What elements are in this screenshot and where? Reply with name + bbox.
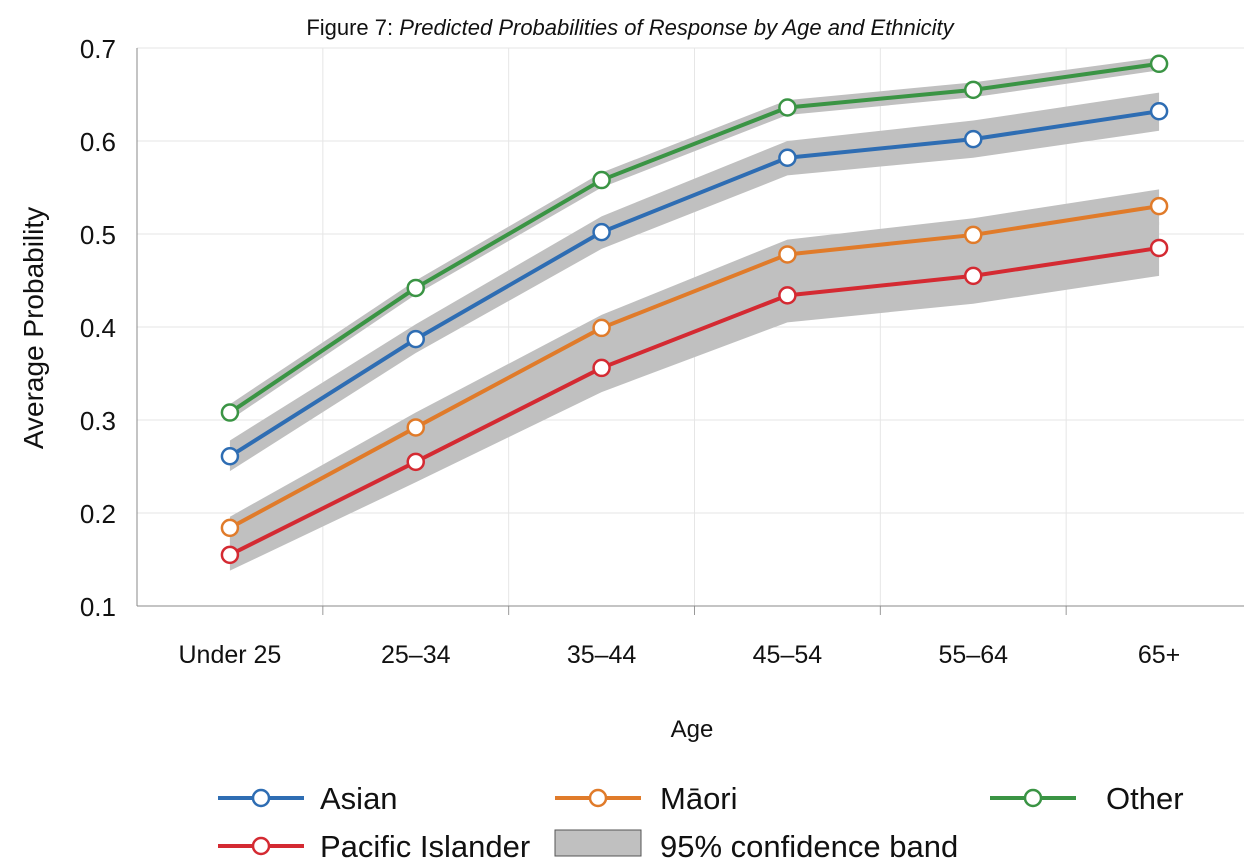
data-point-m-ori [964, 225, 983, 245]
x-axis-title: Age [671, 716, 714, 743]
series-lines [228, 61, 1160, 557]
series-line-asian [228, 109, 1160, 458]
x-tick-label: 25–34 [381, 641, 451, 669]
data-point-pacific-islander [592, 358, 611, 378]
legend-label-confidence-band: 95% confidence band [660, 829, 958, 864]
data-point-other [1149, 54, 1169, 74]
data-point-m-ori [406, 418, 425, 437]
series-points [220, 54, 1169, 565]
y-axis-title: Average Probability [18, 207, 49, 449]
legend-label-asian: Asian [320, 781, 398, 816]
data-point-asian [220, 447, 240, 466]
confidence-band-asian [229, 92, 1160, 472]
confidence-band-pacific-islander [229, 221, 1160, 571]
confidence-band-m-ori [229, 189, 1160, 548]
y-tick-label: 0.1 [80, 592, 116, 622]
data-point-m-ori [778, 245, 797, 264]
data-point-m-ori [220, 518, 240, 538]
data-point-pacific-islander [1149, 238, 1169, 258]
series-line-m-ori [228, 204, 1160, 530]
data-point-asian [778, 148, 797, 167]
legend-marker-pacific-islander [251, 836, 271, 856]
x-tick-label: 45–54 [753, 641, 823, 669]
data-point-pacific-islander [406, 452, 425, 472]
data-point-other [592, 170, 611, 190]
series-line-pacific-islander [229, 245, 1160, 557]
data-point-asian [1149, 101, 1169, 121]
legend: Asian Māori Other Pacific Islander 95% confi… [218, 781, 1184, 864]
x-tick-label: Under 25 [178, 641, 281, 669]
y-tick-label: 0.6 [80, 127, 116, 157]
data-point-other [778, 98, 797, 117]
figure-label: Figure 7: [306, 15, 394, 40]
legend-label-m-ori: Māori [660, 781, 738, 816]
legend-label-pacific-islander: Pacific Islander [320, 829, 530, 864]
data-point-m-ori [592, 318, 611, 338]
legend-marker-other [1023, 788, 1043, 808]
series-line-other [228, 61, 1160, 415]
figure-title-text: Predicted Probabilities of Response by A… [399, 15, 954, 40]
legend-swatch-confidence-band [554, 829, 642, 857]
axes: 0.1 0.2 0.3 0.4 0.5 0.6 0.7 Under 25 25–34 35–44 4… [80, 34, 1244, 669]
data-point-other [964, 80, 983, 100]
y-tick-label: 0.4 [80, 313, 116, 343]
y-tick-label: 0.3 [80, 406, 116, 436]
data-point-pacific-islander [220, 545, 240, 565]
confidence-bands [229, 57, 1160, 571]
x-tick-label: 55–64 [938, 641, 1008, 669]
data-point-asian [964, 129, 983, 149]
data-point-other [220, 403, 240, 422]
data-point-asian [406, 329, 425, 349]
legend-marker-m-ori [588, 788, 608, 808]
y-tick-label: 0.2 [80, 499, 116, 529]
legend-marker-asian [251, 788, 271, 808]
chart-title: Figure 7: Predicted Probabilities of Res… [0, 15, 1244, 41]
y-tick-label: 0.5 [80, 220, 116, 250]
x-tick-label: 35–44 [567, 641, 637, 669]
data-point-asian [592, 222, 611, 242]
data-point-m-ori [1149, 196, 1169, 216]
data-point-other [406, 278, 425, 298]
x-tick-label: 65+ [1138, 641, 1180, 669]
data-point-pacific-islander [778, 286, 797, 305]
y-tick-label: 0.7 [80, 34, 116, 64]
data-point-pacific-islander [964, 266, 983, 286]
legend-label-other: Other [1106, 781, 1184, 816]
